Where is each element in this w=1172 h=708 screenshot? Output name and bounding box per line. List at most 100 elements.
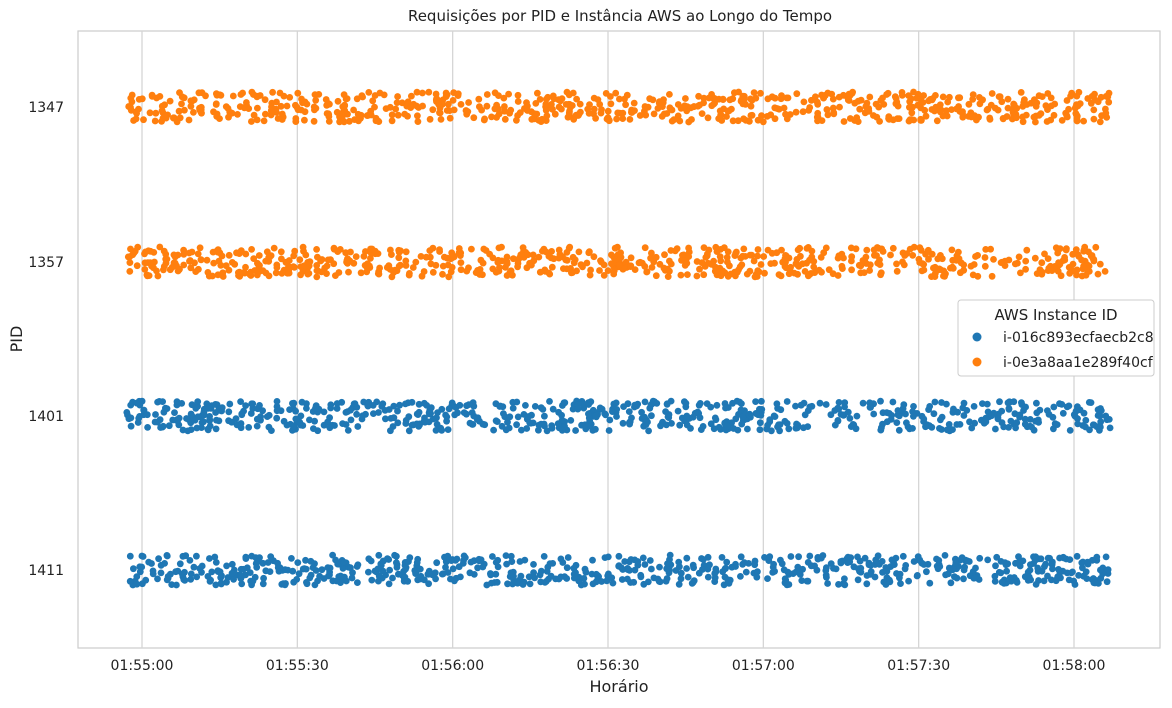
point-pid-1411 [228,569,236,577]
point-pid-1411 [466,569,474,577]
point-pid-1401 [801,411,809,419]
point-pid-1347 [613,115,620,123]
point-pid-1347 [953,105,960,113]
point-pid-1411 [536,571,544,579]
point-pid-1357 [133,262,141,270]
point-pid-1357 [241,269,249,277]
point-pid-1401 [844,408,852,416]
point-pid-1347 [277,102,285,110]
point-pid-1401 [513,398,521,406]
point-pid-1401 [756,419,764,427]
point-pid-1401 [525,413,532,420]
point-pid-1347 [544,93,552,101]
point-pid-1411 [689,579,697,586]
point-pid-1357 [953,252,961,260]
point-pid-1401 [648,412,655,420]
point-pid-1347 [717,111,724,119]
point-pid-1401 [657,422,664,430]
point-pid-1357 [960,261,968,269]
point-pid-1411 [897,580,904,587]
point-pid-1411 [905,577,912,585]
point-pid-1401 [434,409,441,416]
point-pid-1357 [1094,270,1102,278]
point-pid-1357 [847,244,855,252]
point-pid-1347 [840,118,848,125]
point-pid-1401 [852,425,860,433]
point-pid-1357 [974,252,981,259]
y-axis-title: PID [7,326,26,353]
point-pid-1411 [795,553,802,561]
point-pid-1401 [567,417,575,424]
point-pid-1401 [427,410,434,417]
point-pid-1401 [834,417,842,424]
point-pid-1411 [951,573,958,581]
point-pid-1347 [757,89,764,97]
point-pid-1347 [514,98,522,105]
point-pid-1357 [345,268,352,276]
point-pid-1357 [611,244,619,252]
point-pid-1411 [926,579,934,587]
point-pid-1357 [330,245,338,253]
point-pid-1401 [645,427,652,435]
point-pid-1347 [626,116,634,123]
point-pid-1357 [386,266,394,273]
point-pid-1411 [126,552,134,560]
point-pid-1357 [529,251,537,259]
point-pid-1401 [286,406,293,413]
point-pid-1357 [982,246,990,253]
point-pid-1401 [950,405,957,413]
point-pid-1411 [737,553,745,561]
point-pid-1357 [203,256,211,264]
point-pid-1401 [1026,416,1034,423]
point-pid-1357 [517,251,525,259]
point-pid-1411 [477,556,485,564]
point-pid-1347 [419,89,426,97]
point-pid-1357 [266,253,274,261]
point-pid-1401 [526,419,534,427]
point-pid-1347 [148,93,156,100]
point-pid-1411 [883,567,891,575]
point-pid-1411 [724,576,732,584]
point-pid-1401 [543,427,551,435]
point-pid-1347 [364,111,372,119]
point-pid-1347 [500,94,508,102]
point-pid-1411 [186,557,194,564]
point-pid-1401 [910,403,917,410]
point-pid-1357 [615,256,623,264]
point-pid-1357 [332,272,339,279]
point-pid-1347 [301,98,309,106]
point-pid-1347 [1073,92,1081,100]
point-pid-1401 [922,423,929,431]
point-pid-1347 [146,109,154,117]
point-pid-1347 [750,89,758,96]
point-pid-1357 [693,272,701,280]
point-pid-1411 [302,556,309,564]
point-pid-1411 [246,569,254,576]
point-pid-1411 [754,568,761,576]
point-pid-1411 [393,559,400,567]
point-pid-1411 [1032,581,1040,588]
point-pid-1347 [604,107,612,115]
point-pid-1401 [722,404,729,412]
point-pid-1411 [413,559,421,566]
point-pid-1357 [723,254,731,261]
point-pid-1357 [323,262,331,270]
point-pid-1347 [660,96,667,103]
point-pid-1401 [456,401,464,409]
point-pid-1347 [388,111,396,119]
point-pid-1411 [1070,577,1078,585]
point-pid-1347 [493,114,500,121]
point-pid-1357 [186,257,194,264]
point-pid-1357 [503,260,511,267]
point-pid-1401 [206,413,214,420]
point-pid-1347 [358,92,366,99]
point-pid-1401 [311,417,318,425]
point-pid-1347 [212,101,220,108]
point-pid-1411 [254,558,261,566]
point-pid-1347 [310,117,318,125]
point-pid-1357 [794,270,801,278]
point-pid-1347 [898,92,906,99]
point-pid-1411 [794,563,802,571]
point-pid-1401 [509,404,517,412]
point-pid-1401 [783,420,791,427]
